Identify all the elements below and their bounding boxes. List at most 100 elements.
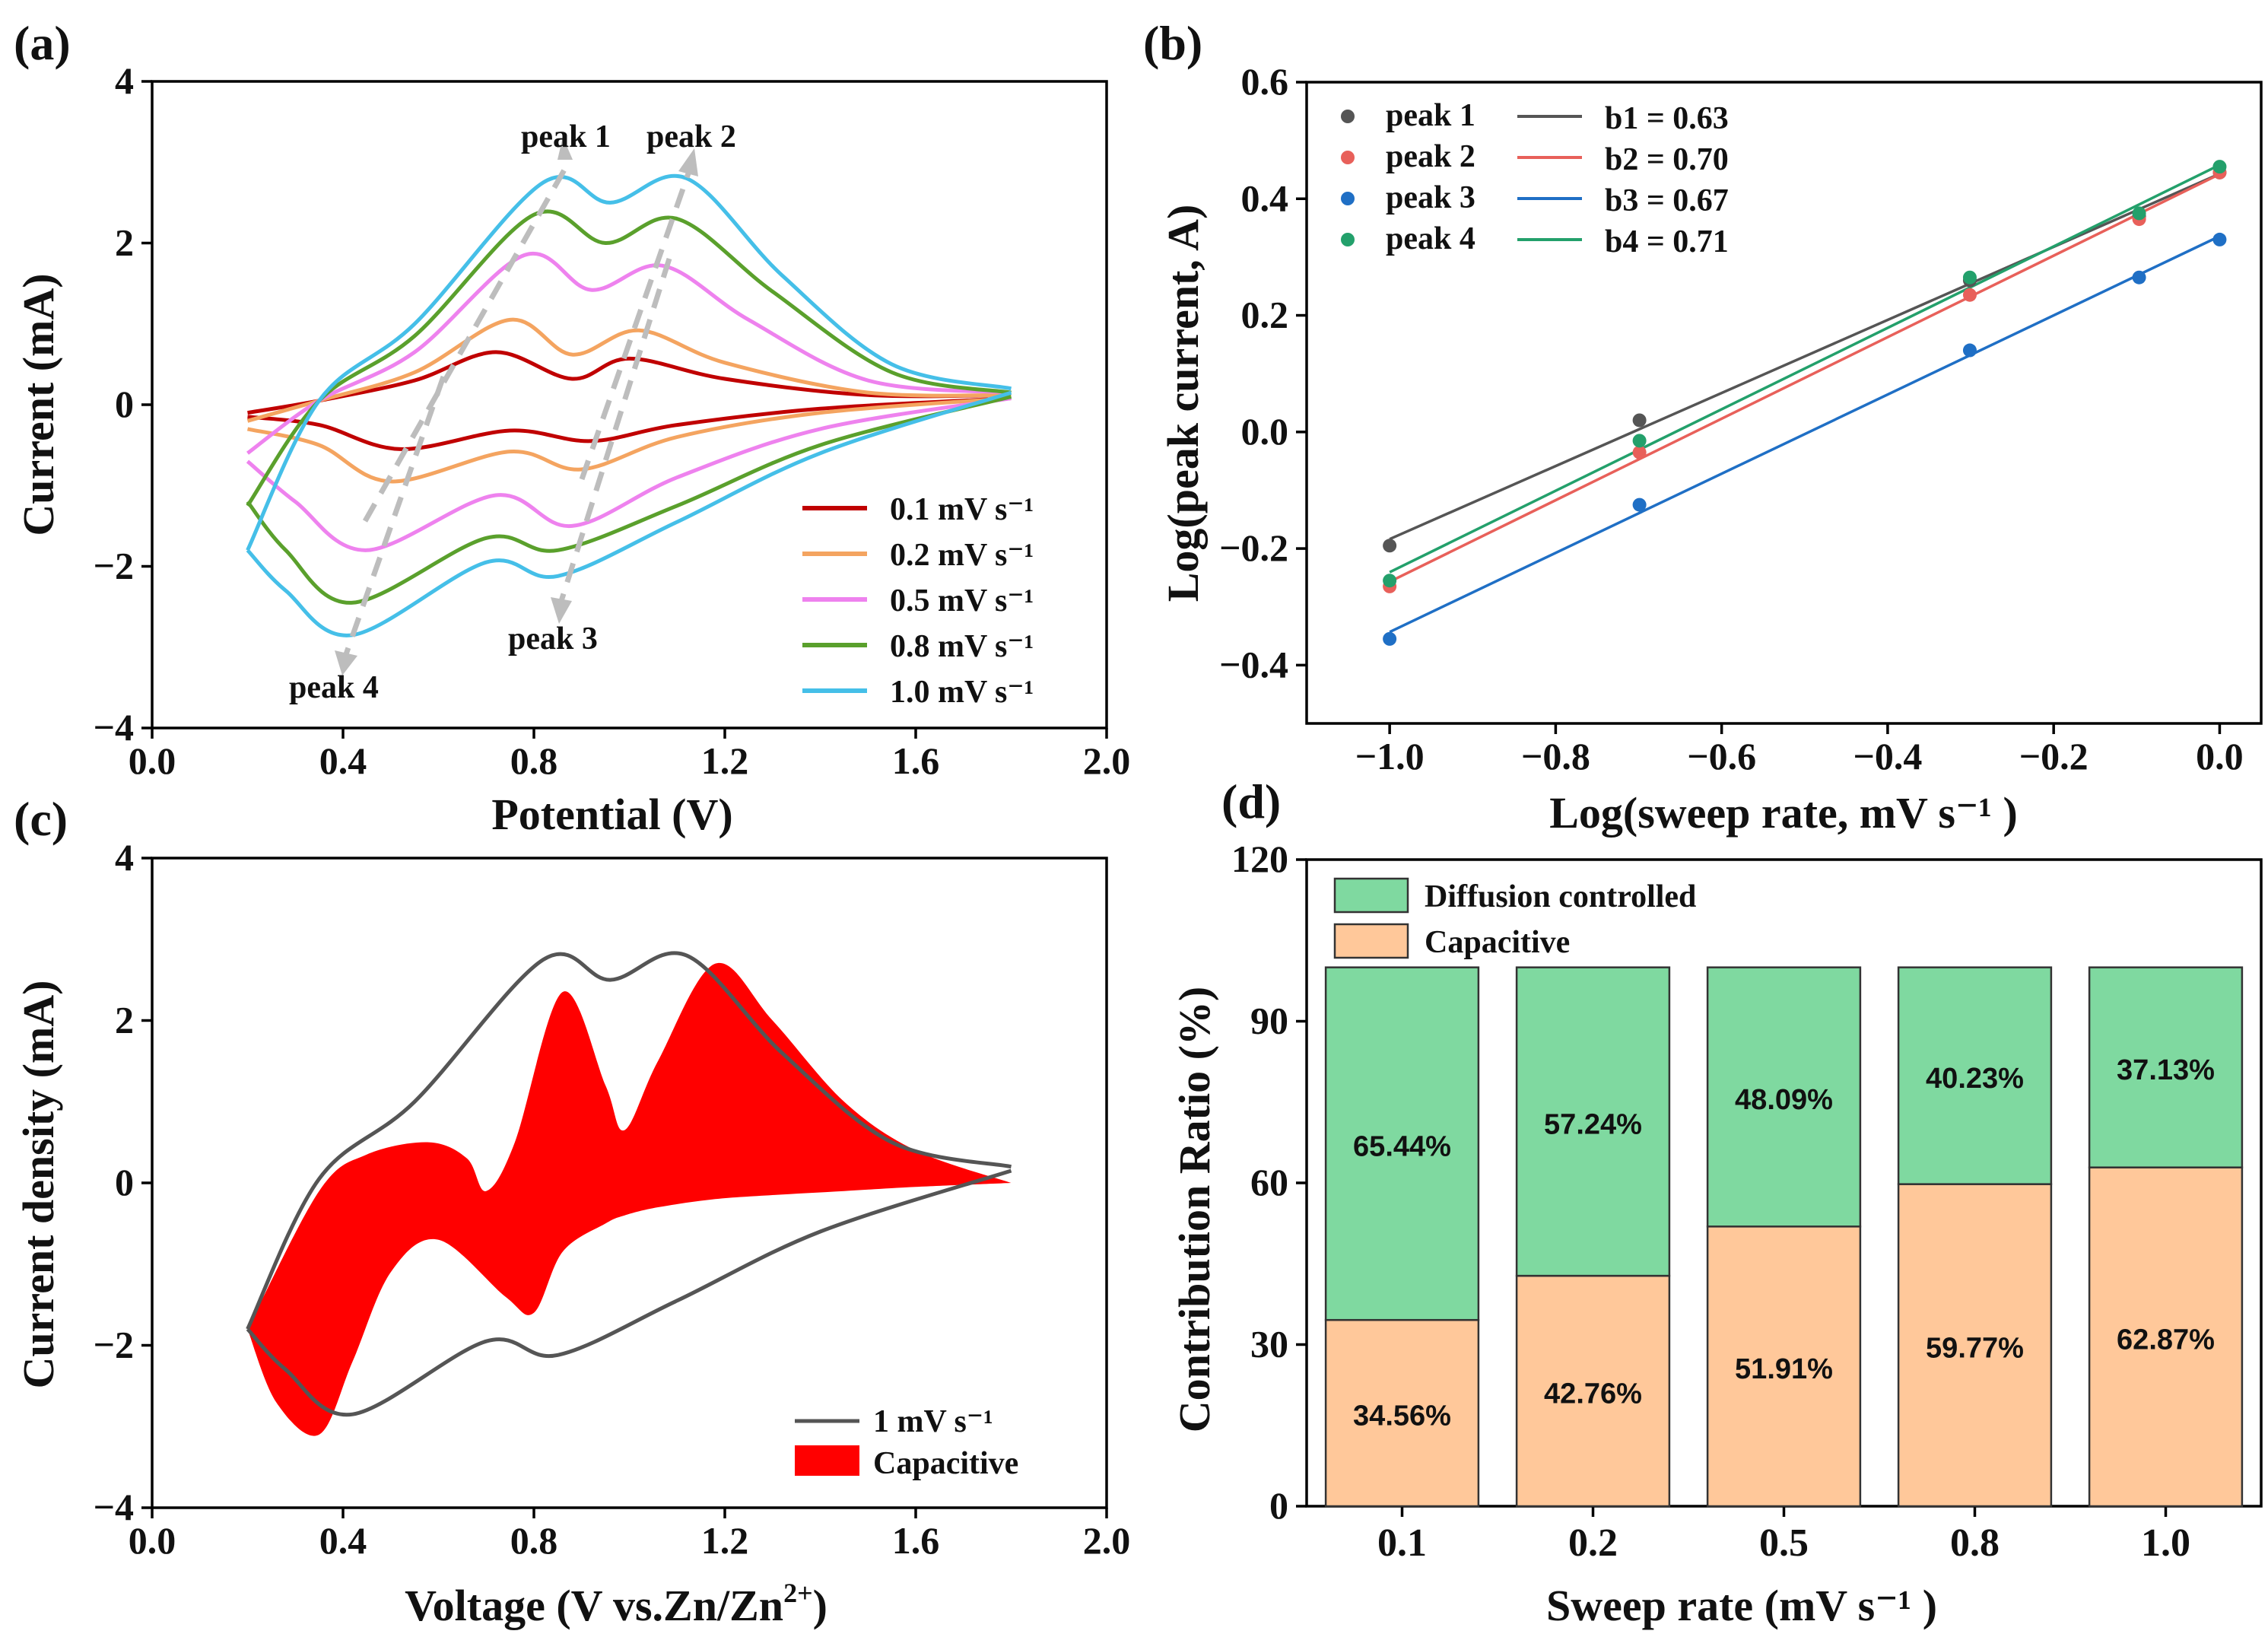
a-legend-label: 0.5 mV s⁻¹ (890, 583, 1034, 618)
c-cv-cathodic (246, 1168, 1012, 1417)
b-point-peak3 (1962, 343, 1977, 358)
b-point-peak2 (1962, 288, 1977, 302)
a-ylabel: Current (mA) (14, 273, 63, 536)
b-legend-label: peak 2 (1386, 139, 1475, 174)
d-ytick-label: 60 (1250, 1161, 1288, 1203)
b-xtick-label: −0.2 (2019, 735, 2089, 777)
a-legend-label: 0.2 mV s⁻¹ (890, 538, 1034, 573)
a-cv-cathodic-3 (246, 394, 1012, 605)
d-ytick-label: 120 (1231, 838, 1288, 880)
a-xtick-label: 2.0 (1083, 739, 1131, 782)
c-legend-swatch (795, 1445, 859, 1476)
a-cv-anodic-4 (246, 173, 1012, 552)
b-xtick-label: −0.6 (1687, 735, 1756, 777)
b-point-peak3 (1632, 498, 1647, 512)
d-bar-label-diffusion: 40.23% (1926, 1063, 2024, 1095)
d-bar-diffusion (1515, 966, 1671, 1277)
b-point-peak4 (1632, 434, 1647, 448)
c-xtick-label: 1.2 (701, 1519, 749, 1562)
d-bar-label-diffusion: 48.09% (1735, 1084, 1833, 1116)
c-xtick-label: 1.6 (892, 1519, 940, 1562)
d-ytick-label: 0 (1269, 1484, 1288, 1527)
c-xtick-label: 0.8 (510, 1519, 558, 1562)
a-ytick-label: 2 (115, 221, 134, 264)
c-ytick-label: −4 (94, 1486, 135, 1528)
b-point-peak1 (1383, 539, 1397, 553)
d-bar-label-diffusion: 57.24% (1544, 1108, 1642, 1140)
b-fit-line-1 (1389, 172, 2221, 541)
arrow-peak4-head (335, 650, 357, 676)
d-ylabel: Contribution Ratio (%) (1170, 987, 1219, 1432)
d-legend-swatch (1333, 877, 1409, 914)
c-xtick-label: 0.0 (129, 1519, 176, 1562)
b-legend-marker (1341, 192, 1355, 205)
b-point-peak3 (2212, 232, 2227, 246)
d-bar-diffusion (1324, 966, 1480, 1321)
b-point-peak4 (2132, 206, 2146, 221)
c-xtick-label: 0.4 (319, 1519, 367, 1562)
a-dashed-arrows (335, 137, 698, 676)
b-point-peak1 (1632, 413, 1647, 428)
c-cv-anodic (246, 951, 1012, 1330)
a-cv-cathodic-2 (246, 396, 1012, 552)
b-legend-fit: b2 = 0.70 (1605, 142, 1729, 177)
d-bar-diffusion (1706, 966, 1862, 1228)
panel-a: (a) 0.0 0.4 0.8 1.2 1.6 2.0 4 2 0 −2 −4 peak 1 pea… (14, 16, 1130, 839)
b-legend-marker (1341, 151, 1355, 164)
d-xlabel: Sweep rate (mV s⁻¹ ) (1546, 1581, 1937, 1630)
d-bar-label-diffusion: 65.44% (1353, 1130, 1451, 1162)
panel-b-label: (b) (1143, 16, 1202, 70)
b-point-peak3 (2132, 270, 2146, 285)
arrow-peak2-head (678, 148, 698, 176)
b-fit-line-4 (1389, 164, 2221, 574)
d-bar-label-capacitive: 34.56% (1353, 1400, 1451, 1432)
annotation-peak-1: peak 1 (521, 119, 611, 154)
b-legend-label: peak 3 (1386, 180, 1475, 215)
d-bar-capacitive (1706, 1226, 1862, 1508)
a-ytick-label: −4 (94, 706, 135, 749)
b-legend-label: peak 1 (1386, 98, 1475, 133)
arrow-peak4 (343, 375, 446, 656)
a-legend-label: 0.8 mV s⁻¹ (890, 629, 1034, 664)
a-cv-anodic-2 (246, 251, 1012, 455)
a-xtick-label: 0.4 (319, 739, 367, 782)
a-xtick-label: 1.6 (892, 739, 940, 782)
d-bar-capacitive (1324, 1318, 1480, 1508)
b-ytick-label: 0.4 (1241, 176, 1289, 219)
d-legend: Diffusion controlled Capacitive (1333, 877, 1696, 960)
d-legend-swatch (1333, 923, 1409, 959)
a-ytick-label: 0 (115, 383, 134, 425)
b-ylabel: Log(peak current, A) (1158, 205, 1208, 602)
d-bar-label-capacitive: 62.87% (2117, 1324, 2215, 1356)
a-ytick-label: −2 (94, 545, 135, 587)
annotation-peak-2: peak 2 (646, 119, 736, 154)
d-bar-label-capacitive: 59.77% (1926, 1332, 2024, 1364)
a-ytick-label: 4 (115, 59, 134, 102)
arrow-peak1 (362, 164, 570, 523)
annotation-peak-3: peak 3 (508, 621, 598, 656)
c-capacitive-area (247, 962, 1012, 1436)
d-legend-label: Diffusion controlled (1425, 879, 1696, 914)
b-xtick-label: −0.4 (1853, 735, 1922, 777)
a-cv-anodic-1 (246, 317, 1012, 423)
b-fit-line-3 (1389, 234, 2221, 634)
a-cv-cathodic-0 (247, 396, 1012, 451)
c-xtick-label: 2.0 (1083, 1519, 1131, 1562)
panel-c: (c) 0.0 0.4 0.8 1.2 1.6 2.0 4 2 0 −2 −4 1 mV s⁻¹ Ca… (14, 792, 1130, 1630)
panel-c-label: (c) (14, 792, 68, 846)
b-point-peak2 (1632, 445, 1647, 459)
b-plot-frame (1305, 81, 2263, 725)
a-legend: 0.1 mV s⁻¹ 0.2 mV s⁻¹ 0.5 mV s⁻¹ 0.8 mV s⁻¹… (802, 492, 1034, 710)
d-bar-label-capacitive: 42.76% (1544, 1378, 1642, 1410)
panel-b: (b) −1.0 −0.8 −0.6 −0.4 −0.2 0.0 0.6 0.4 0.2 0.0 −… (1143, 16, 2263, 838)
a-xtick-label: 1.2 (701, 739, 749, 782)
b-xtick-label: 0.0 (2196, 735, 2244, 777)
d-bar-capacitive (1897, 1183, 2053, 1508)
d-xtick-label: 1.0 (2141, 1521, 2190, 1565)
d-xtick-label: 0.1 (1377, 1521, 1427, 1565)
c-ylabel: Current density (mA) (14, 981, 63, 1389)
arrow-peak3-head (551, 597, 572, 624)
annotation-peak-4: peak 4 (289, 670, 379, 705)
c-xlabel-main: Voltage (V vs.Zn/Zn (405, 1581, 783, 1630)
